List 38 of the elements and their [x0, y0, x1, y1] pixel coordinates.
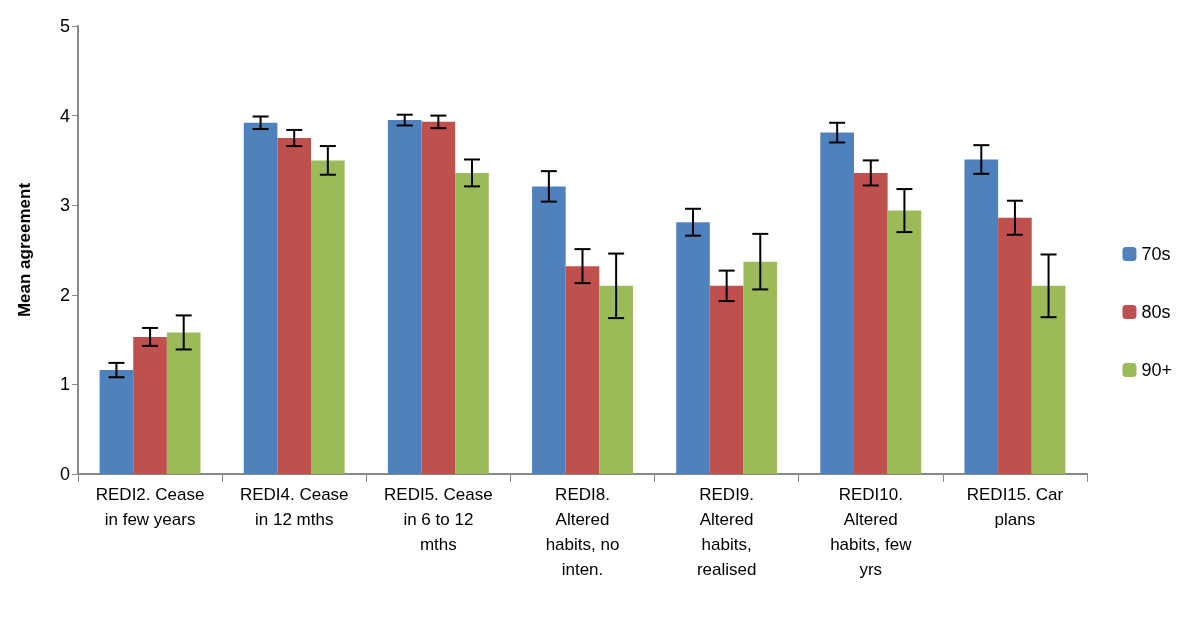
x-tick-label: REDI9. Altered habits, realised	[696, 485, 757, 579]
bar	[455, 172, 489, 474]
y-tick-label: 3	[59, 195, 70, 216]
bar	[1031, 285, 1066, 474]
bar	[998, 217, 1032, 474]
bar	[599, 285, 633, 474]
bar	[387, 120, 422, 474]
y-tick-label: 4	[59, 105, 70, 126]
legend-label: 80s	[1141, 302, 1171, 322]
x-tick-label: REDI8. Altered habits, no inten.	[545, 485, 620, 579]
bar	[964, 159, 999, 474]
bar	[243, 122, 278, 474]
bar	[743, 261, 778, 474]
bar	[133, 336, 167, 474]
bar	[565, 266, 600, 474]
x-tick-label: REDI15. Car plans	[966, 485, 1064, 529]
bar	[887, 210, 922, 474]
bar	[676, 222, 710, 474]
y-axis-title: Mean agreement	[15, 182, 34, 318]
y-tick-label: 0	[59, 464, 70, 484]
bar	[421, 121, 456, 474]
legend-label: 70s	[1141, 244, 1171, 264]
bar	[99, 370, 134, 474]
y-tick-label: 1	[59, 374, 70, 395]
bar	[277, 138, 312, 474]
x-tick-label: REDI4. Cease in 12 mths	[239, 485, 349, 529]
bar	[311, 160, 345, 474]
bar	[166, 332, 201, 474]
y-tick-label: 2	[59, 284, 70, 305]
x-tick-label: REDI10. Altered habits, few yrs	[830, 485, 913, 579]
bar	[709, 285, 744, 474]
bar	[820, 132, 854, 474]
bar	[853, 172, 888, 474]
legend-label: 90+	[1141, 360, 1173, 380]
x-tick-label: REDI5. Cease in 6 to 12 mths	[384, 485, 493, 554]
y-tick-label: 5	[59, 16, 70, 36]
bar	[532, 186, 566, 474]
x-tick-label: REDI2. Cease in few years	[95, 485, 205, 529]
